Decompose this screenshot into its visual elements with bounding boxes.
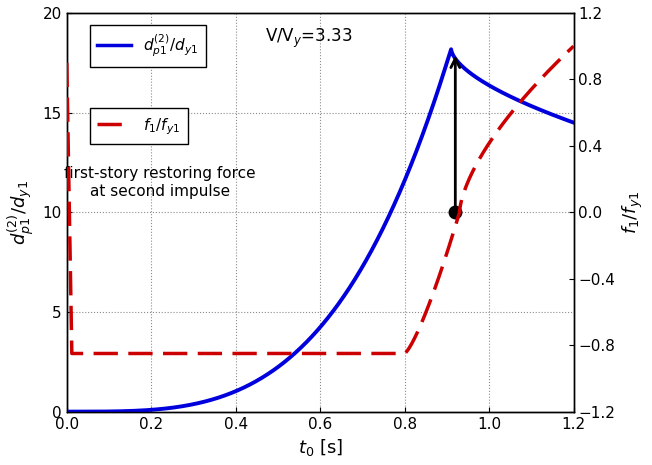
Y-axis label: $d_{p1}^{(2)}/d_{y1}$: $d_{p1}^{(2)}/d_{y1}$: [7, 180, 37, 245]
Legend: $f_1/f_{y1}$: $f_1/f_{y1}$: [89, 108, 188, 144]
Y-axis label: $f_1/f_{y1}$: $f_1/f_{y1}$: [621, 191, 645, 234]
Text: V/V$_y$=3.33: V/V$_y$=3.33: [265, 27, 353, 50]
Text: first-story restoring force
at second impulse: first-story restoring force at second im…: [64, 166, 256, 199]
X-axis label: $t_0$ [s]: $t_0$ [s]: [297, 437, 343, 458]
